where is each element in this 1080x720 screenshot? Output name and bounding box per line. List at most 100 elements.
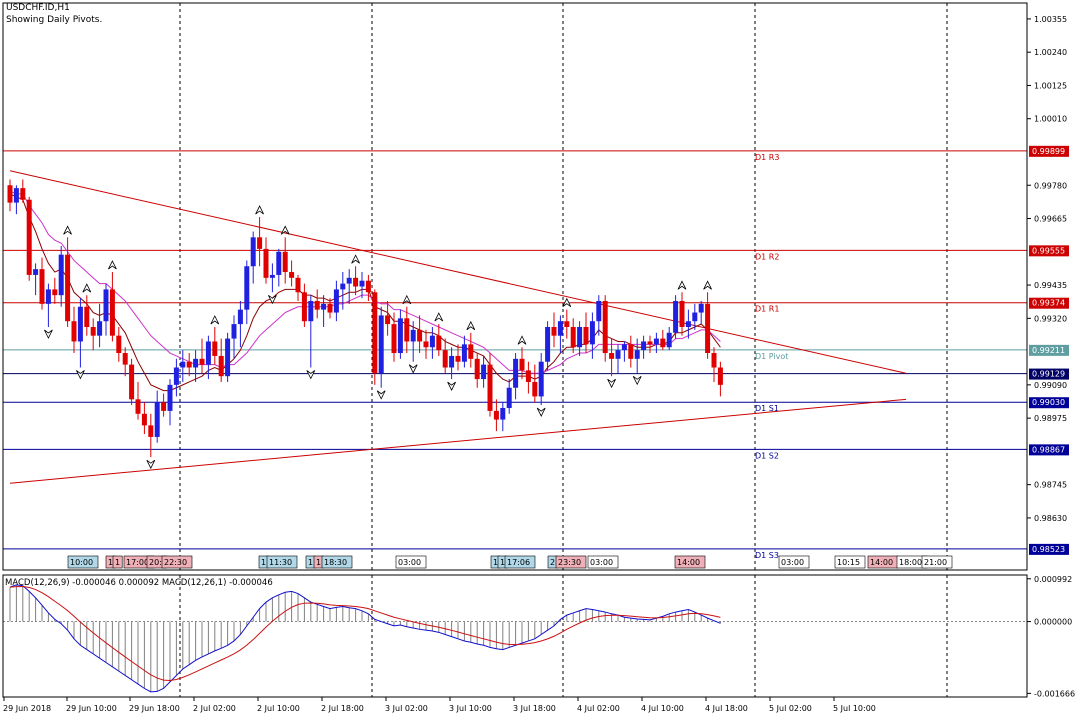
session-label: 17:00 <box>126 558 149 567</box>
fractal-up-icon <box>63 225 72 235</box>
candle-body <box>372 292 378 374</box>
session-label: 1 <box>500 558 505 567</box>
candle-body <box>551 327 557 336</box>
candle-body <box>513 358 519 388</box>
support-trend <box>9 398 907 484</box>
candle-body <box>461 344 467 362</box>
pivot-name-label: D1 S3 <box>755 551 779 560</box>
candle-body <box>493 410 499 420</box>
session-box <box>266 555 298 569</box>
session-box <box>778 555 810 569</box>
macd-line <box>9 584 721 693</box>
pivot-price-box <box>1029 297 1069 309</box>
session-label: 03:00 <box>398 558 421 567</box>
candle-body <box>455 355 461 362</box>
session-label: 14:00 <box>677 558 700 567</box>
pivot-price-label: 0.99555 <box>1032 246 1065 255</box>
candle-body <box>180 361 186 368</box>
candle-body <box>666 332 672 348</box>
price-tick-label: 0.99090 <box>1034 381 1067 390</box>
candle-body <box>52 289 58 296</box>
candle-body <box>711 353 717 368</box>
candle-body <box>545 327 551 362</box>
trend-lines <box>9 170 907 484</box>
time-label: 29 Jun 2018 <box>3 704 51 713</box>
fractal-down-icon <box>306 370 316 380</box>
pivot-price-box <box>1029 397 1069 409</box>
fractal-down-icon <box>607 378 616 389</box>
pivot-name-label: D1 R1 <box>755 305 779 314</box>
session-box <box>504 555 536 569</box>
session-label: 14:00 <box>870 558 893 567</box>
candle-body <box>301 292 307 322</box>
candle-body <box>429 335 435 348</box>
candle-body <box>417 329 423 342</box>
time-label: 2 Jul 10:00 <box>257 704 300 713</box>
price-tick-label: 0.99435 <box>1034 281 1067 290</box>
session-label: 20: <box>149 558 162 567</box>
price-tick-label: 0.99780 <box>1034 181 1067 190</box>
pivot-price-label: 0.99899 <box>1032 147 1065 156</box>
candle-body <box>442 350 448 368</box>
current-price-box <box>1029 368 1069 380</box>
time-label: 4 Jul 18:00 <box>705 704 748 713</box>
pivot-name-label: D1 R2 <box>755 252 779 261</box>
pivot-price-label: 0.99211 <box>1032 346 1065 355</box>
candle-body <box>218 355 224 377</box>
candle-body <box>129 364 135 400</box>
candle-body <box>698 303 704 313</box>
fractal-down-icon <box>268 294 277 305</box>
candle-body <box>525 370 531 382</box>
candle-body <box>602 300 608 354</box>
candle-body <box>58 254 64 296</box>
candle-body <box>257 237 263 249</box>
candle-body <box>436 335 442 351</box>
pivot-price-label: 0.99374 <box>1032 299 1065 308</box>
session-label: 1 <box>316 558 321 567</box>
session-label: 1 <box>493 558 498 567</box>
candle-body <box>109 289 115 336</box>
pivot-name-label: D1 Pivot <box>755 352 788 361</box>
candle-body <box>634 350 640 359</box>
session-box <box>834 555 866 569</box>
session-label: 18:30 <box>324 558 347 567</box>
ma-slow <box>9 190 721 374</box>
fractal-down-icon <box>536 407 546 418</box>
candle-body <box>289 272 295 278</box>
time-label: 3 Jul 02:00 <box>385 704 428 713</box>
session-label: 18:00 <box>899 558 922 567</box>
candle-body <box>641 341 647 351</box>
candle-body <box>365 280 371 293</box>
price-tick-label: 0.98975 <box>1034 414 1067 423</box>
session-label: 1 <box>308 558 313 567</box>
chart-subtitle: Showing Daily Pivots. <box>6 15 103 25</box>
candle-body <box>481 364 487 380</box>
time-label: 3 Jul 10:00 <box>449 704 492 713</box>
fractal-up-icon <box>562 297 572 307</box>
candle-body <box>647 341 653 345</box>
price-tick-label: 0.99665 <box>1034 215 1067 224</box>
macd-tick-label: -0.001666 <box>1034 689 1075 698</box>
session-label: 17:06 <box>507 558 530 567</box>
candle-body <box>609 353 615 359</box>
candle-body <box>487 364 493 411</box>
macd-tick-label: 0.000992 <box>1034 575 1072 584</box>
fractal-up-icon <box>82 283 92 293</box>
pivot-price-box <box>1029 344 1069 356</box>
session-label: 03:00 <box>781 558 804 567</box>
candle-body <box>205 341 211 365</box>
fractal-down-icon <box>408 364 418 374</box>
session-box <box>587 555 619 569</box>
candle-body <box>583 327 589 345</box>
candle-body <box>103 289 109 322</box>
candle-body <box>20 188 26 200</box>
candle-body <box>557 321 563 336</box>
candle-body <box>589 321 595 345</box>
time-label: 5 Jul 02:00 <box>769 704 812 713</box>
candle-body <box>564 321 570 327</box>
pivot-name-label: D1 S2 <box>755 451 779 460</box>
price-tick-label: 1.00010 <box>1034 115 1067 124</box>
candle-body <box>7 185 13 203</box>
candle-body <box>404 318 410 342</box>
